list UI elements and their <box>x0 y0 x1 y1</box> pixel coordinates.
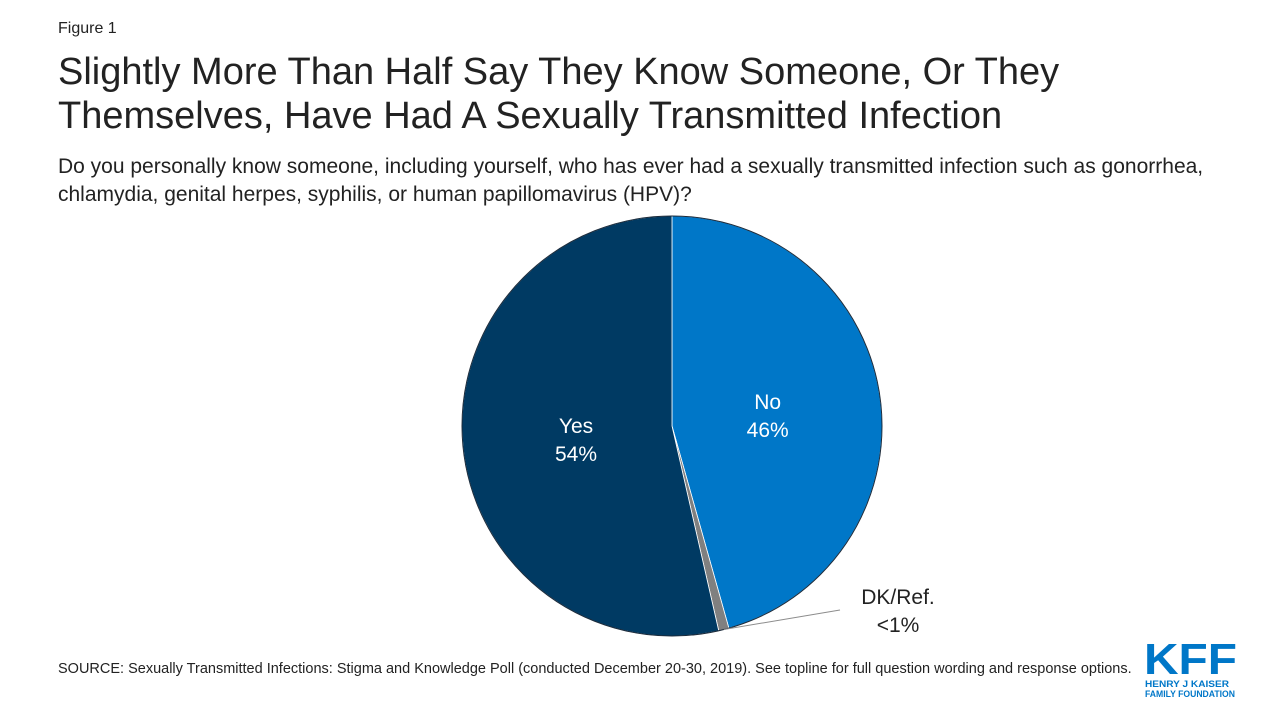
kff-logo-line1: HENRY J KAISER <box>1145 679 1230 689</box>
source-note: SOURCE: Sexually Transmitted Infections:… <box>58 661 1132 677</box>
leader-line-dk-ref <box>723 609 841 630</box>
slice-value-no: 46% <box>747 419 789 442</box>
pie-outline <box>461 215 883 637</box>
chart-title: Slightly More Than Half Say They Know So… <box>58 51 1060 137</box>
slice-value-yes: 54% <box>555 443 597 466</box>
chart-subtitle: Do you personally know someone, includin… <box>58 155 1204 206</box>
kff-logo-line2: FAMILY FOUNDATION <box>1145 689 1235 698</box>
figure-label: Figure 1 <box>58 20 117 37</box>
slice-label-yes: Yes <box>559 415 593 438</box>
slice-value-dk-ref: <1% <box>877 614 920 637</box>
slice-label-no: No <box>754 391 781 414</box>
kff-logo: KFF HENRY J KAISER FAMILY FOUNDATION <box>1144 636 1237 698</box>
kff-logo-mark: KFF <box>1144 636 1237 684</box>
slice-label-dk-ref: DK/Ref. <box>861 586 935 609</box>
